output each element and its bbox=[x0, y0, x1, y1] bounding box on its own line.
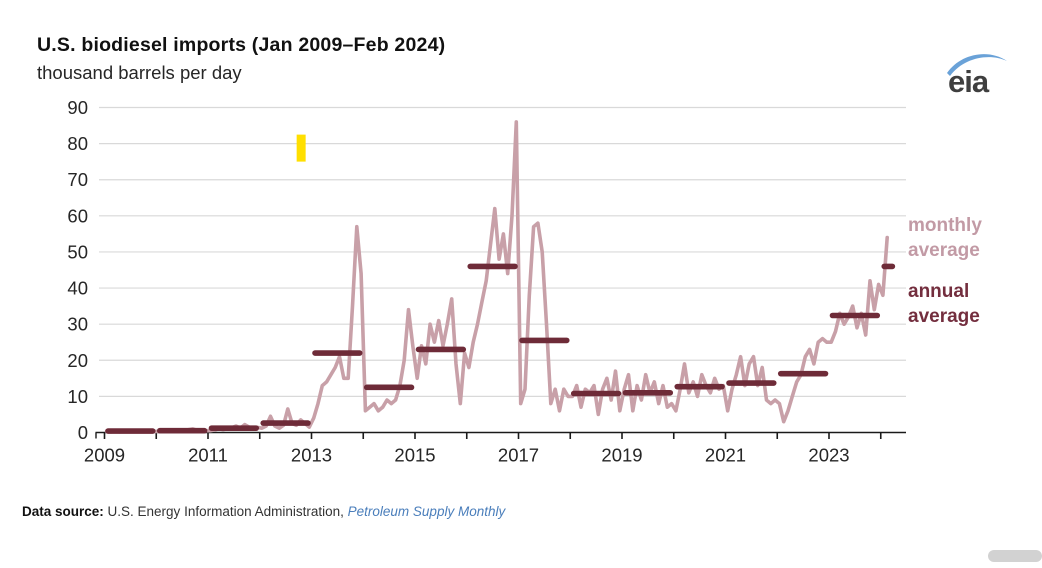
svg-text:90: 90 bbox=[67, 97, 88, 118]
eia-logo-swoosh-icon bbox=[947, 54, 1007, 76]
svg-text:0: 0 bbox=[78, 422, 88, 443]
svg-text:2009: 2009 bbox=[84, 445, 125, 466]
svg-text:60: 60 bbox=[67, 205, 88, 226]
svg-text:30: 30 bbox=[67, 314, 88, 335]
svg-text:50: 50 bbox=[67, 241, 88, 262]
legend-annual-average: annual average bbox=[908, 281, 980, 327]
eia-logo-text: eia bbox=[948, 64, 989, 99]
svg-text:20: 20 bbox=[67, 350, 88, 371]
eia-logo: eia bbox=[946, 52, 1008, 104]
page-title: U.S. biodiesel imports (Jan 2009–Feb 202… bbox=[37, 34, 446, 56]
svg-text:2015: 2015 bbox=[394, 445, 435, 466]
svg-text:10: 10 bbox=[67, 386, 88, 407]
data-source-prefix: Data source: bbox=[22, 504, 104, 519]
svg-text:2019: 2019 bbox=[601, 445, 642, 466]
svg-text:2017: 2017 bbox=[498, 445, 539, 466]
svg-text:2013: 2013 bbox=[291, 445, 332, 466]
data-source-publication-link[interactable]: Petroleum Supply Monthly bbox=[347, 504, 506, 519]
svg-text:70: 70 bbox=[67, 169, 88, 190]
chart-units-label: thousand barrels per day bbox=[37, 62, 242, 83]
svg-text:2023: 2023 bbox=[808, 445, 849, 466]
legend-monthly-average: monthly average bbox=[908, 215, 982, 261]
data-source-note: Data source: U.S. Energy Information Adm… bbox=[22, 504, 505, 519]
horizontal-scrollbar-thumb[interactable] bbox=[988, 550, 1042, 562]
svg-text:2011: 2011 bbox=[188, 445, 228, 466]
svg-text:2021: 2021 bbox=[705, 445, 746, 466]
svg-text:40: 40 bbox=[67, 278, 88, 299]
data-source-org: U.S. Energy Information Administration, bbox=[103, 504, 348, 519]
svg-text:80: 80 bbox=[67, 133, 88, 154]
